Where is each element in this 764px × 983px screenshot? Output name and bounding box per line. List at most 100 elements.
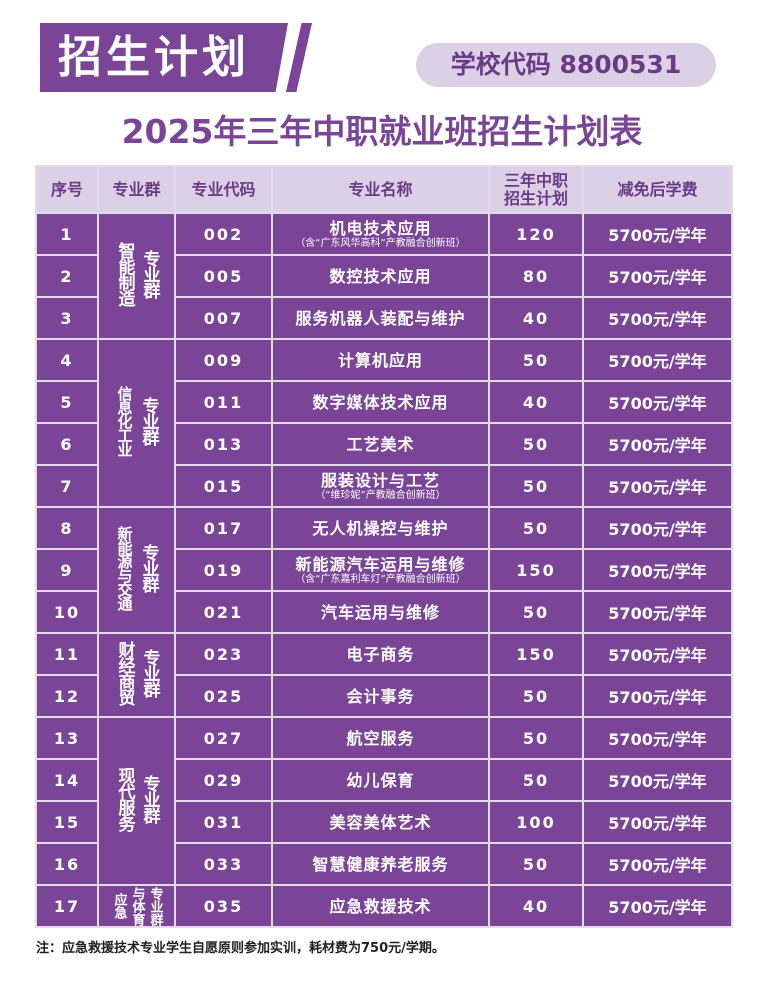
table-row: 13 现代服务 专业群 027 航空服务 50 5700元/学年 — [35, 716, 733, 886]
cell-index: 10 — [35, 590, 99, 634]
cell-major-code: 002 — [174, 212, 273, 256]
cell-major-code: 005 — [174, 254, 273, 298]
cell-major-code: 031 — [174, 800, 273, 844]
cell-index: 16 — [35, 842, 99, 886]
cell-index: 1 — [35, 212, 99, 256]
cell-tuition-fee: 5700元/学年 — [582, 254, 733, 298]
cell-index: 17 — [35, 884, 99, 928]
cell-enrollment-plan: 50 — [488, 464, 584, 508]
cell-tuition-fee: 5700元/学年 — [582, 716, 733, 760]
table-row: 16 033 智慧健康养老服务 50 5700元/学年 — [35, 842, 733, 886]
banner-title: 招生计划 — [40, 23, 288, 92]
cell-major-code: 009 — [174, 338, 273, 382]
table-row: 4 信息化工业 专业群 009 计算机应用 50 5700元/学年 — [35, 338, 733, 508]
cell-major-code: 033 — [174, 842, 273, 886]
footnote: 注：应急救援技术专业学生自愿原则参加实训，耗材费为750元/学期。 — [36, 941, 445, 956]
cell-enrollment-plan: 50 — [488, 506, 584, 550]
cell-tuition-fee: 5700元/学年 — [582, 380, 733, 424]
cell-enrollment-plan: 40 — [488, 884, 584, 928]
cell-tuition-fee: 5700元/学年 — [582, 842, 733, 886]
cell-major-name: 新能源汽车运用与维修 （含“广东嘉利车灯”产教融合创新班） — [271, 548, 490, 592]
cell-tuition-fee: 5700元/学年 — [582, 212, 733, 256]
cell-enrollment-plan: 50 — [488, 716, 584, 760]
major-name: 服装设计与工艺 — [320, 470, 440, 490]
cell-major-code: 007 — [174, 296, 273, 340]
table-row: 5 011 数字媒体技术应用 40 5700元/学年 — [35, 380, 733, 424]
cell-major-code: 023 — [174, 632, 273, 676]
cell-major-name: 计算机应用 — [271, 338, 490, 382]
cell-major-group: 信息化工业 专业群 — [97, 338, 176, 508]
cell-index: 4 — [35, 338, 99, 382]
cell-tuition-fee: 5700元/学年 — [582, 758, 733, 802]
cell-enrollment-plan: 40 — [488, 380, 584, 424]
cell-enrollment-plan: 50 — [488, 674, 584, 718]
col-header-plan: 三年中职 招生计划 — [488, 165, 584, 214]
cell-major-code: 017 — [174, 506, 273, 550]
table-row: 2 005 数控技术应用 80 5700元/学年 — [35, 254, 733, 298]
major-name: 美容美体艺术 — [329, 812, 432, 832]
table-row: 3 007 服务机器人装配与维护 40 5700元/学年 — [35, 296, 733, 340]
cell-index: 2 — [35, 254, 99, 298]
major-name: 数字媒体技术应用 — [312, 392, 449, 412]
cell-enrollment-plan: 50 — [488, 758, 584, 802]
cell-tuition-fee: 5700元/学年 — [582, 800, 733, 844]
cell-major-group: 应急 与体育 专业群 — [97, 884, 176, 928]
major-name: 无人机操控与维护 — [312, 518, 449, 538]
cell-enrollment-plan: 50 — [488, 338, 584, 382]
major-name: 智慧健康养老服务 — [312, 854, 449, 874]
cell-tuition-fee: 5700元/学年 — [582, 506, 733, 550]
cell-major-group: 新能源与交通 专业群 — [97, 506, 176, 634]
major-group-text: 信息化工业 — [115, 386, 134, 456]
major-note: （含“广东嘉利车灯”产教融合创新班） — [295, 573, 466, 585]
cell-major-code: 035 — [174, 884, 273, 928]
cell-index: 11 — [35, 632, 99, 676]
table-row: 7 015 服装设计与工艺 （“维珍妮”产教融合创新班） 50 5700元/学年 — [35, 464, 733, 508]
cell-enrollment-plan: 50 — [488, 422, 584, 466]
col-header-group: 专业群 — [97, 165, 176, 214]
major-note: （含“广东风华高科”产教融合创新班） — [295, 237, 466, 249]
page-title: 2025年三年中职就业班招生计划表 — [121, 112, 643, 151]
major-group-text: 智能制造 — [114, 242, 135, 306]
major-name: 机电技术应用 — [329, 218, 432, 238]
cell-tuition-fee: 5700元/学年 — [582, 674, 733, 718]
col-header-fee: 减免后学费 — [582, 165, 733, 214]
major-name: 电子商务 — [346, 644, 415, 664]
cell-enrollment-plan: 50 — [488, 590, 584, 634]
cell-tuition-fee: 5700元/学年 — [582, 632, 733, 676]
cell-enrollment-plan: 150 — [488, 548, 584, 592]
cell-index: 6 — [35, 422, 99, 466]
table-header-row: 序号 专业群 专业代码 专业名称 三年中职 招生计划 减免后学费 — [35, 165, 733, 214]
cell-major-name: 无人机操控与维护 — [271, 506, 490, 550]
banner-stripe-decoration — [286, 23, 312, 92]
school-code-badge: 学校代码 8800531 — [416, 43, 716, 87]
major-group-text: 新能源与交通 — [115, 526, 134, 610]
major-group-text: 专业群 — [147, 886, 163, 926]
cell-major-name: 工艺美术 — [271, 422, 490, 466]
cell-index: 15 — [35, 800, 99, 844]
cell-index: 8 — [35, 506, 99, 550]
cell-major-code: 015 — [174, 464, 273, 508]
cell-index: 7 — [35, 464, 99, 508]
table-row: 14 029 幼儿保育 50 5700元/学年 — [35, 758, 733, 802]
major-group-text: 专业群 — [139, 649, 160, 697]
cell-tuition-fee: 5700元/学年 — [582, 422, 733, 466]
enrollment-plan-table: 序号 专业群 专业代码 专业名称 三年中职 招生计划 减免后学费 1 智能制造 专业… — [35, 165, 733, 928]
cell-major-group: 财经商贸 专业群 — [97, 632, 176, 718]
col-header-code: 专业代码 — [174, 165, 273, 214]
cell-major-code: 019 — [174, 548, 273, 592]
major-group-text: 与体育 — [129, 886, 145, 926]
major-group-text: 专业群 — [139, 775, 160, 823]
cell-enrollment-plan: 80 — [488, 254, 584, 298]
cell-enrollment-plan: 120 — [488, 212, 584, 256]
table-row: 9 019 新能源汽车运用与维修 （含“广东嘉利车灯”产教融合创新班） 150 5700元… — [35, 548, 733, 592]
cell-enrollment-plan: 150 — [488, 632, 584, 676]
col-header-plan-line1: 三年中职 — [503, 170, 568, 190]
cell-major-name: 美容美体艺术 — [271, 800, 490, 844]
cell-major-name: 数控技术应用 — [271, 254, 490, 298]
major-name: 应急救援技术 — [329, 896, 432, 916]
table-row: 10 021 汽车运用与维修 50 5700元/学年 — [35, 590, 733, 634]
major-group-text: 应急 — [111, 893, 127, 919]
cell-major-name: 汽车运用与维修 — [271, 590, 490, 634]
major-name: 数控技术应用 — [329, 266, 432, 286]
cell-major-code: 025 — [174, 674, 273, 718]
